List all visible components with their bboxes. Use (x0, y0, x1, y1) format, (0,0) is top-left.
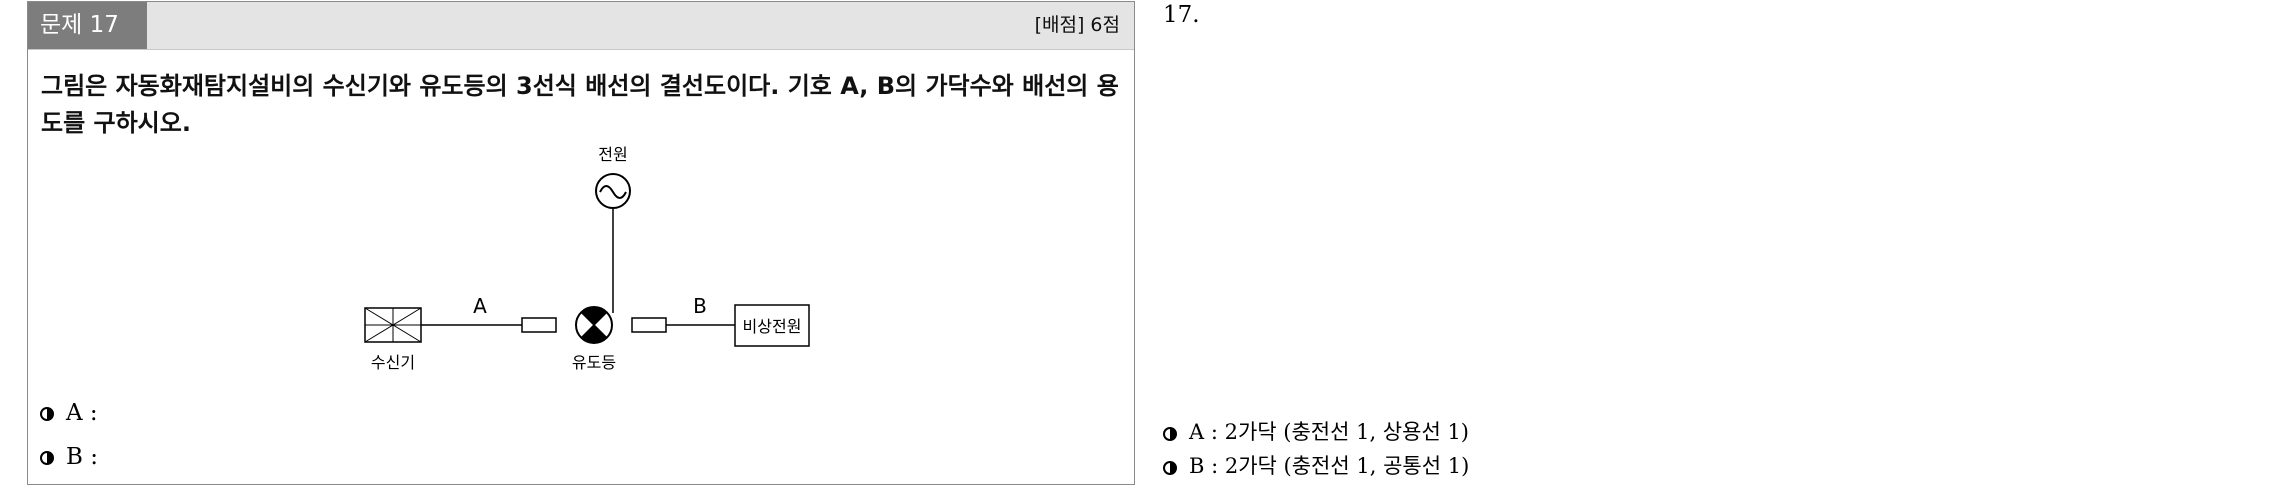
sine-wave-icon (599, 185, 627, 199)
guide-light-right-tube (631, 317, 667, 333)
guide-light-left-tube (521, 317, 557, 333)
wire-b-label: B (693, 294, 707, 318)
guide-light-label: 유도등 (572, 353, 616, 372)
wire-a-label: A (473, 294, 487, 318)
bullet-icon (1163, 460, 1177, 475)
answer-blank-a-label: A : (66, 400, 98, 426)
solution-answer-a-text: A : 2가닥 (충전선 1, 상용선 1) (1189, 420, 1469, 444)
emergency-power-box (734, 304, 810, 347)
question-text: 그림은 자동화재탐지설비의 수신기와 유도등의 3선식 배선의 결선도이다. 기… (41, 72, 1119, 137)
answer-blank-a: A : (40, 400, 98, 426)
solution-number: 17. (1163, 2, 1200, 28)
question-score: [배점] 6점 (1034, 14, 1120, 36)
emergency-power-label: 비상전원 (743, 317, 802, 336)
answer-blank-b: B : (40, 444, 98, 470)
question-box: 문제 17 [배점] 6점 그림은 자동화재탐지설비의 수신기와 유도등의 3선… (27, 1, 1135, 485)
solution-answer-b: B : 2가닥 (충전선 1, 공통선 1) (1163, 450, 1469, 480)
solution-answer-b-text: B : 2가닥 (충전선 1, 공통선 1) (1189, 454, 1470, 478)
bullet-icon (40, 407, 54, 421)
wiring-diagram: 전원 수신기 A 유도등 B 비상전원 (364, 145, 810, 372)
receiver-label: 수신기 (371, 353, 415, 372)
solution-answer-a: A : 2가닥 (충전선 1, 상용선 1) (1163, 416, 1469, 446)
bullet-icon (40, 451, 54, 465)
power-label: 전원 (598, 145, 627, 164)
answer-blank-b-label: B : (66, 444, 98, 470)
bullet-icon (1163, 426, 1177, 441)
question-header: 문제 17 [배점] 6점 (28, 2, 1134, 50)
question-number: 문제 17 (28, 2, 147, 49)
